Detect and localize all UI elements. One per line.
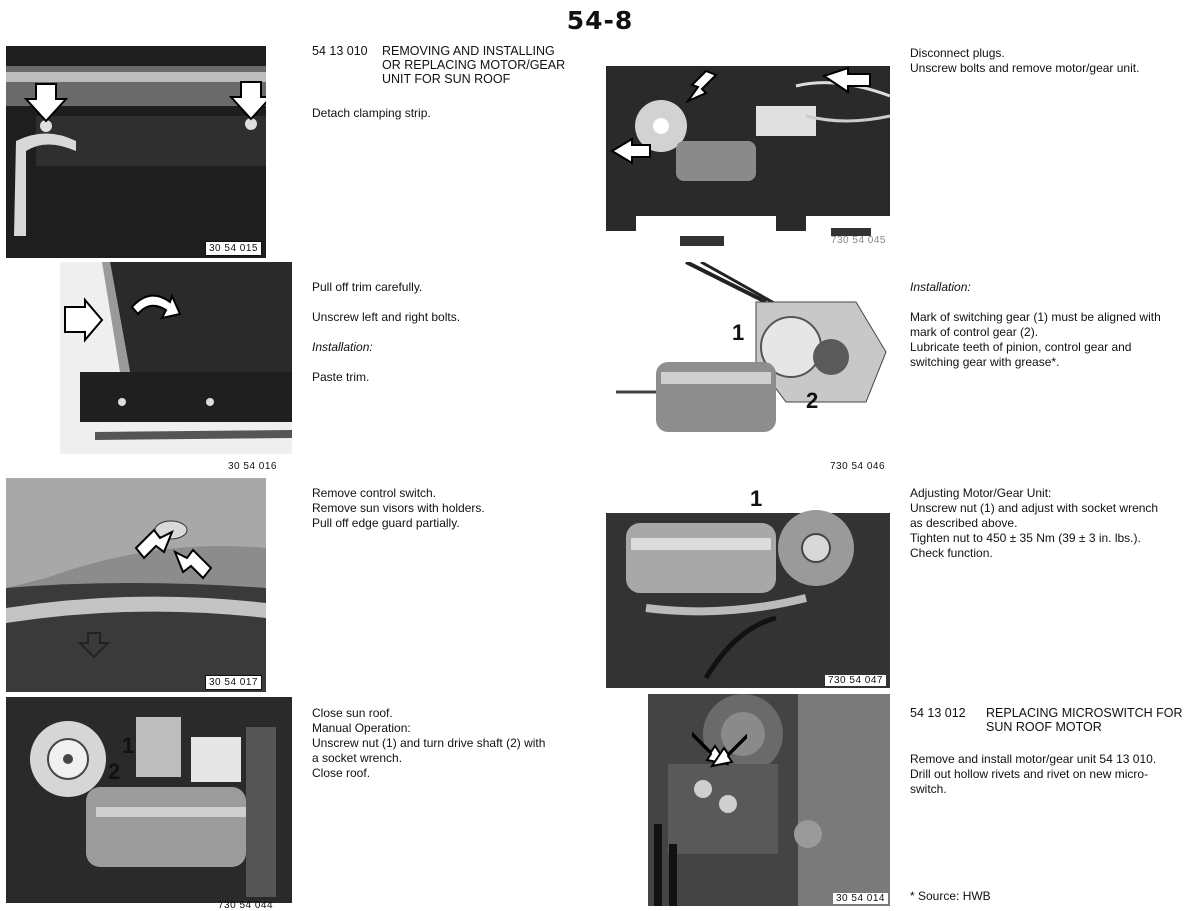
installation-label: Installation: <box>910 280 971 294</box>
figure-id: 730 54 045 <box>830 235 886 246</box>
instruction-text: Pull off trim carefully. Unscrew left an… <box>312 265 460 400</box>
figure-id: 30 54 015 <box>205 241 262 256</box>
callout-1: 1 <box>732 320 745 345</box>
figure-id: 730 54 044 <box>218 900 274 911</box>
photo-gear-alignment: 1 2 <box>606 262 890 454</box>
photo-disconnect-plugs: 730 54 045 <box>606 56 890 248</box>
section-heading-54-13-012: 54 13 012 REPLACING MICROSWITCH FOR SUN R… <box>910 706 1183 734</box>
photo-adjusting-motor-drawing <box>606 478 890 688</box>
photo-clamping-strip: 30 54 015 <box>6 46 266 258</box>
section-code: 54 13 010 <box>312 44 368 58</box>
instruction-text: Close sun roof. Manual Operation: Unscre… <box>312 706 546 780</box>
photo-trim-drawing <box>60 262 292 454</box>
instruction-text: Detach clamping strip. <box>312 106 431 120</box>
photo-microswitch-drawing <box>648 694 890 906</box>
section-title: REPLACING MICROSWITCH FOR SUN ROOF MOTOR <box>986 706 1183 734</box>
photo-clamping-strip-drawing <box>6 46 266 258</box>
callout-1: 1 <box>750 486 763 511</box>
photo-manual-operation: 1 2 <box>6 697 292 903</box>
instruction-body: Mark of switching gear (1) must be align… <box>910 310 1161 369</box>
section-title: REMOVING AND INSTALLING OR REPLACING MOT… <box>382 44 566 86</box>
photo-microswitch: 30 54 014 <box>648 694 890 906</box>
photo-disconnect-plugs-drawing <box>606 56 890 248</box>
instruction-line: Paste trim. <box>312 370 370 384</box>
figure-id: 730 54 047 <box>824 675 886 686</box>
photo-gear-alignment-drawing <box>606 262 890 454</box>
callout-1: 1 <box>122 733 135 758</box>
figure-id: 30 54 014 <box>833 893 888 904</box>
photo-adjusting-motor: 1 730 54 047 <box>606 478 890 688</box>
instruction-text: Remove and install motor/gear unit 54 13… <box>910 752 1157 796</box>
instruction-text: Disconnect plugs. Unscrew bolts and remo… <box>910 46 1140 75</box>
photo-trim <box>60 262 292 454</box>
photo-control-switch: 30 54 017 <box>6 478 266 692</box>
photo-control-switch-drawing <box>6 478 266 692</box>
instruction-text: Remove control switch. Remove sun visors… <box>312 486 485 530</box>
section-heading-54-13-010: 54 13 010 REMOVING AND INSTALLING OR REPL… <box>312 44 565 86</box>
callout-2: 2 <box>806 388 819 413</box>
figure-id: 30 54 016 <box>228 461 277 472</box>
instruction-text: Adjusting Motor/Gear Unit: Unscrew nut (… <box>910 486 1159 560</box>
figure-id: 30 54 017 <box>205 675 262 690</box>
instruction-text: Installation: Mark of switching gear (1)… <box>910 265 1161 385</box>
figure-id: 730 54 046 <box>830 461 886 472</box>
page-number: 54-8 <box>566 6 634 35</box>
instruction-line: Pull off trim carefully. <box>312 280 423 294</box>
installation-label: Installation: <box>312 340 373 354</box>
footnote: * Source: HWB <box>910 889 991 903</box>
photo-manual-operation-drawing <box>6 697 292 903</box>
section-code: 54 13 012 <box>910 706 966 720</box>
instruction-line: Unscrew left and right bolts. <box>312 310 461 324</box>
callout-2: 2 <box>108 759 121 784</box>
